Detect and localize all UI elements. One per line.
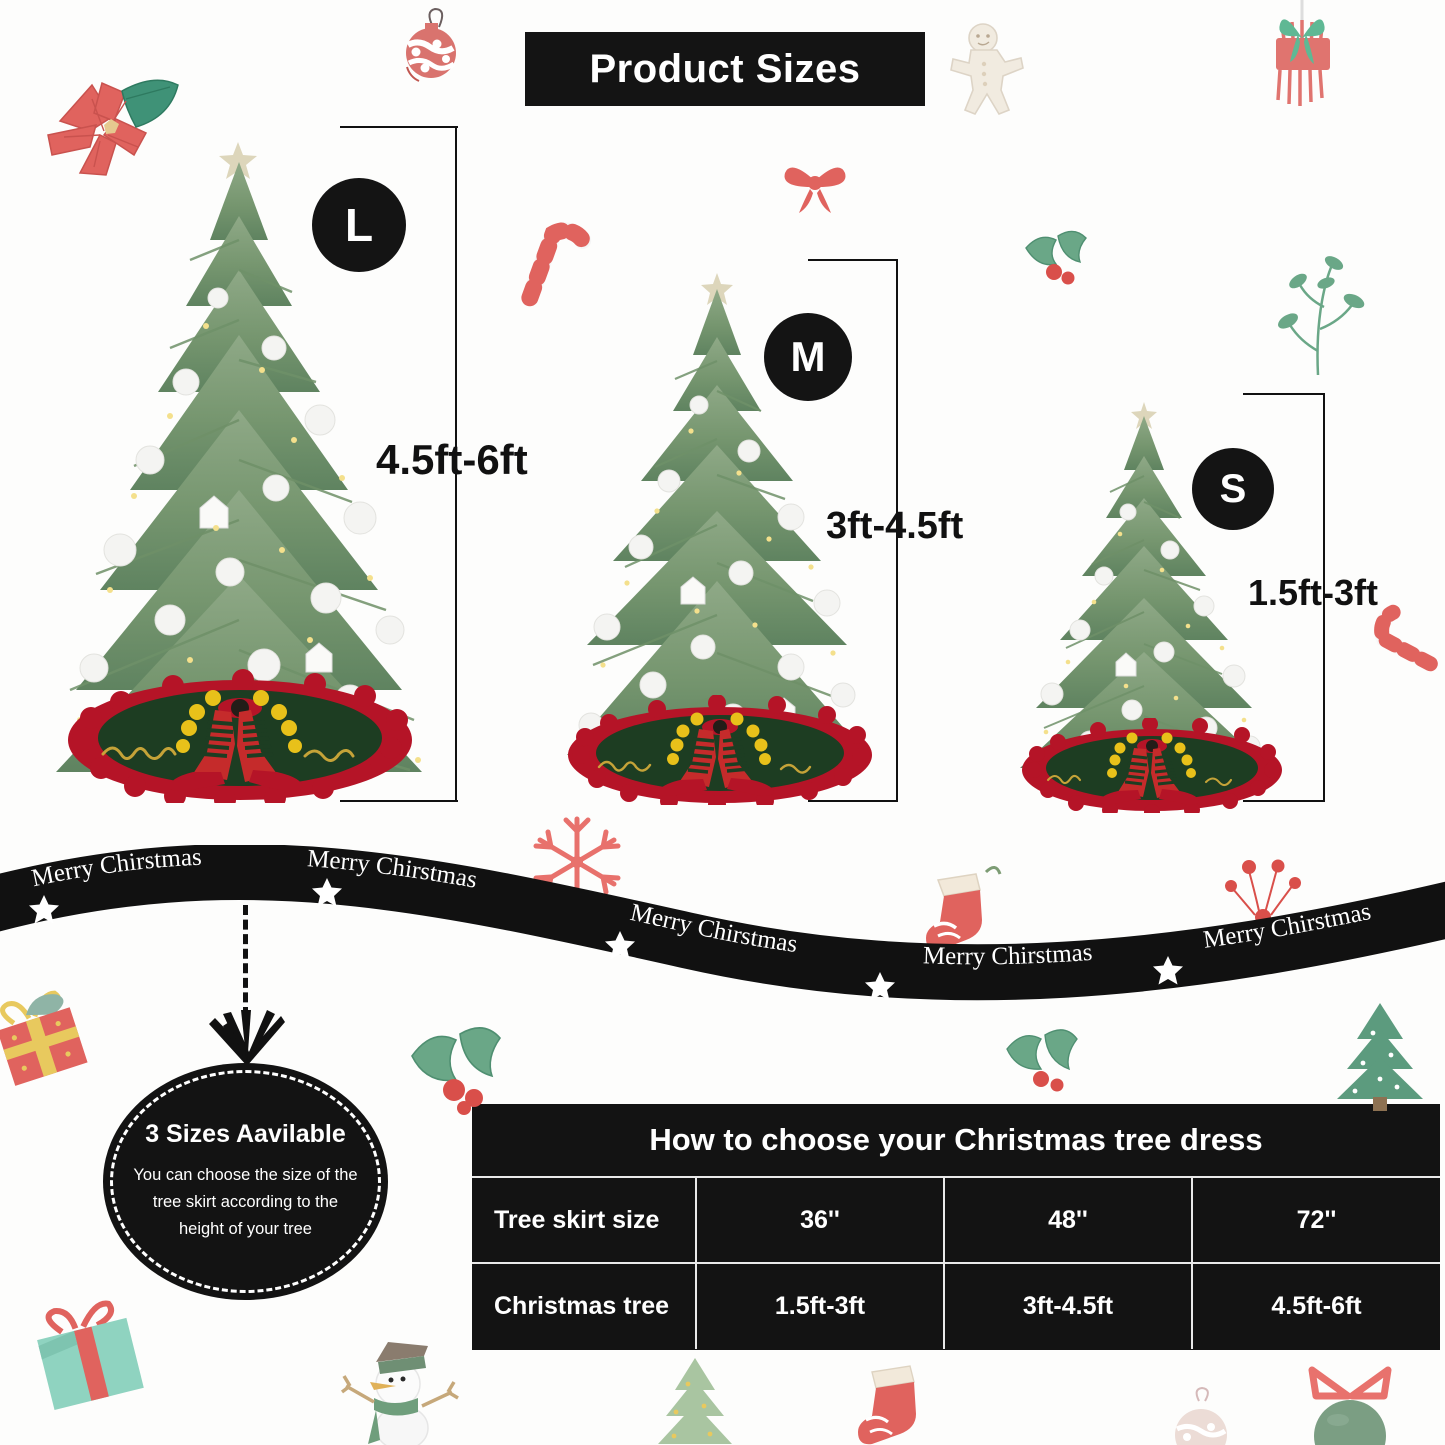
gingerbread-man-icon bbox=[950, 23, 1024, 115]
size-badge-large: L bbox=[312, 178, 406, 272]
bow-icon bbox=[784, 167, 846, 213]
table-cell: 72'' bbox=[1191, 1176, 1440, 1264]
star-icon bbox=[29, 878, 1183, 1001]
snowman-icon bbox=[340, 1342, 459, 1445]
svg-text:Merry Chirstmas: Merry Chirstmas bbox=[923, 939, 1094, 970]
sticker-connector-line bbox=[243, 905, 248, 1017]
measurement-line-medium bbox=[896, 259, 898, 802]
tassel-icon bbox=[209, 1010, 285, 1066]
page-title: Product Sizes bbox=[589, 46, 861, 91]
table-cell: 3ft-4.5ft bbox=[943, 1262, 1193, 1349]
product-image-medium bbox=[545, 255, 890, 805]
stocking-icon bbox=[858, 1365, 916, 1445]
size-guide-table: How to choose your Christmas tree dress … bbox=[472, 1104, 1440, 1350]
size-badge-small-letter: S bbox=[1219, 466, 1247, 511]
sticker-body-line-2: tree skirt according to the bbox=[152, 1193, 339, 1212]
holly-icon bbox=[411, 1027, 502, 1115]
sticker-title: 3 Sizes Aavilable bbox=[145, 1120, 346, 1149]
table-row-label: Tree skirt size bbox=[472, 1176, 697, 1264]
measurement-label-medium: 3ft-4.5ft bbox=[826, 505, 964, 547]
measurement-tick-medium-top bbox=[808, 259, 898, 261]
size-badge-medium: M bbox=[764, 313, 852, 401]
sizes-available-sticker: 3 Sizes Aavilable You can choose the siz… bbox=[103, 1063, 388, 1300]
measurement-label-large: 4.5ft-6ft bbox=[376, 436, 528, 483]
measurement-tick-medium-bottom bbox=[808, 800, 898, 802]
candy-cane-icon bbox=[521, 222, 592, 307]
bauble-green-bow-icon bbox=[1308, 1366, 1392, 1445]
measurement-tick-small-top bbox=[1243, 393, 1325, 395]
hanging-lantern-ornament-icon bbox=[1276, 0, 1330, 106]
candy-cane-icon bbox=[1374, 604, 1438, 672]
table-row-label: Christmas tree bbox=[472, 1262, 697, 1349]
sticker-body-line-3: height of your tree bbox=[178, 1219, 312, 1238]
size-badge-small: S bbox=[1192, 448, 1274, 530]
holly-icon bbox=[1025, 230, 1087, 285]
table-row: Tree skirt size 36'' 48'' 72'' bbox=[472, 1176, 1440, 1264]
sticker-body: You can choose the size of the tree skir… bbox=[133, 1162, 357, 1242]
gift-box-red-icon bbox=[0, 990, 88, 1086]
measurement-label-small: 1.5ft-3ft bbox=[1248, 572, 1379, 613]
measurement-line-large bbox=[455, 126, 457, 802]
size-table-grid: Tree skirt size 36'' 48'' 72'' Christmas… bbox=[472, 1176, 1440, 1349]
christmas-tree-icon bbox=[1337, 1003, 1423, 1111]
page-title-banner: Product Sizes bbox=[525, 32, 925, 106]
poinsettia-icon bbox=[47, 79, 179, 176]
measurement-line-small bbox=[1323, 393, 1325, 802]
bauble-polkadot-icon bbox=[1175, 1386, 1227, 1445]
tree-skirt-medium bbox=[568, 695, 872, 805]
product-image-large bbox=[30, 120, 450, 803]
table-cell: 1.5ft-3ft bbox=[695, 1262, 945, 1349]
mistletoe-sprig-icon bbox=[1278, 256, 1365, 376]
table-cell: 48'' bbox=[943, 1176, 1193, 1264]
table-row: Christmas tree 1.5ft-3ft 3ft-4.5ft 4.5ft… bbox=[472, 1262, 1440, 1349]
size-table-title: How to choose your Christmas tree dress bbox=[649, 1122, 1263, 1157]
measurement-tick-large-top bbox=[340, 126, 458, 128]
tree-skirt-large bbox=[68, 669, 412, 803]
size-badge-medium-letter: M bbox=[790, 333, 826, 380]
stocking-icon bbox=[926, 866, 1002, 951]
size-badge-large-letter: L bbox=[344, 199, 374, 251]
table-cell: 36'' bbox=[695, 1176, 945, 1264]
gift-box-mint-icon bbox=[37, 1300, 144, 1411]
holly-icon bbox=[1006, 1029, 1078, 1092]
measurement-tick-small-bottom bbox=[1243, 800, 1325, 802]
measurement-tick-large-bottom bbox=[340, 800, 458, 802]
bauble-polkadot-icon bbox=[406, 7, 456, 82]
product-image-small bbox=[1000, 390, 1290, 813]
merry-christmas-ribbon: Merry Chirstmas Merry Chirstmas Merry Ch… bbox=[0, 845, 1445, 1001]
christmas-tree-icon bbox=[658, 1358, 732, 1444]
sticker-body-line-1: You can choose the size of the bbox=[133, 1166, 358, 1185]
tree-skirt-small bbox=[1022, 718, 1282, 813]
table-cell: 4.5ft-6ft bbox=[1191, 1262, 1440, 1349]
